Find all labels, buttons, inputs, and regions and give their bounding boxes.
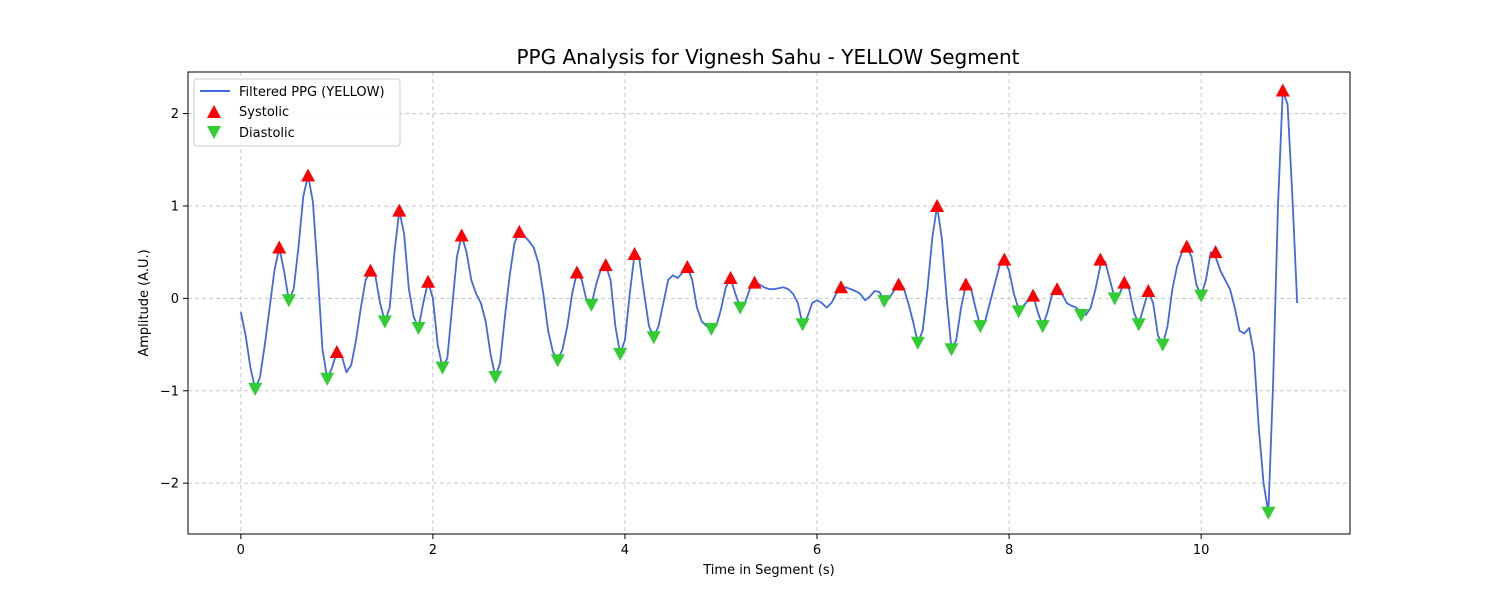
diastolic-marker — [795, 318, 810, 332]
chart-title: PPG Analysis for Vignesh Sahu - YELLOW S… — [516, 45, 1019, 69]
legend-box — [193, 78, 401, 147]
diastolic-marker — [613, 347, 628, 361]
y-axis-label: Amplitude (A.U.) — [137, 249, 152, 356]
diastolic-marker — [1194, 289, 1209, 303]
diastolic-marker — [584, 298, 599, 312]
diastolic-marker — [435, 361, 450, 375]
legend-label-diastolic: Diastolic — [239, 126, 295, 141]
systolic-marker — [747, 275, 762, 289]
diastolic-marker — [1011, 305, 1026, 319]
systolic-marker — [569, 265, 584, 279]
diastolic-marker — [1107, 292, 1122, 306]
systolic-marker — [1208, 245, 1223, 259]
diastolic-marker — [320, 372, 335, 386]
systolic-marker — [598, 258, 613, 272]
systolic-marker — [392, 203, 407, 217]
diastolic-marker — [248, 382, 263, 396]
diastolic-marker — [550, 354, 565, 368]
y-tick-label: 2 — [171, 107, 179, 122]
grid — [188, 72, 1350, 534]
systolic-marker — [1050, 282, 1065, 296]
x-tick-label: 6 — [813, 543, 821, 558]
systolic-marker — [512, 224, 527, 238]
diastolic-marker — [1261, 506, 1276, 520]
x-tick-label: 10 — [1193, 543, 1210, 558]
legend-label-systolic: Systolic — [239, 105, 289, 120]
plot-area — [239, 83, 1299, 520]
diastolic-marker — [944, 343, 959, 357]
systolic-marker — [421, 274, 436, 288]
systolic-marker — [1026, 288, 1041, 302]
diastolic-marker — [281, 294, 296, 308]
diastolic-marker — [973, 320, 988, 334]
diastolic-marker — [1155, 338, 1170, 352]
diastolic-marker — [704, 322, 719, 336]
systolic-marker — [329, 344, 344, 358]
diastolic-marker — [646, 331, 661, 345]
systolic-marker — [958, 277, 973, 291]
systolic-marker — [627, 247, 642, 261]
legend-label-filtered: Filtered PPG (YELLOW) — [239, 85, 385, 100]
systolic-marker — [1179, 239, 1194, 253]
plot-frame — [187, 71, 1351, 535]
diastolic-marker — [411, 321, 426, 335]
diastolic-marker — [1074, 309, 1089, 323]
y-tick-label: −2 — [160, 477, 179, 492]
systolic-marker — [1275, 83, 1290, 97]
legend-systolic-marker-icon — [207, 105, 221, 118]
systolic-marker — [1141, 283, 1156, 297]
legend-diastolic-marker-icon — [207, 126, 221, 139]
diastolic-marker — [910, 336, 925, 350]
diastolic-marker — [733, 301, 748, 315]
systolic-marker — [1093, 252, 1108, 266]
systolic-marker — [272, 240, 287, 254]
systolic-marker — [1117, 275, 1132, 289]
y-tick-label: 0 — [171, 292, 179, 307]
diastolic-marker — [1035, 320, 1050, 334]
ppg-signal-line — [239, 89, 1299, 514]
diastolic-marker — [1131, 318, 1146, 332]
systolic-marker — [301, 168, 316, 182]
systolic-marker — [680, 259, 695, 273]
x-tick-label: 0 — [237, 543, 245, 558]
systolic-marker — [891, 277, 906, 291]
systolic-marker — [930, 198, 945, 212]
x-tick-label: 4 — [621, 543, 629, 558]
systolic-marker — [454, 228, 469, 242]
systolic-marker — [363, 263, 378, 277]
systolic-marker — [997, 252, 1012, 266]
systolic-marker — [834, 280, 849, 294]
axis-ticks: 0 2 4 6 8 10 −2 −1 0 1 2 — [160, 107, 1210, 558]
systolic-marker — [723, 271, 738, 285]
diastolic-marker — [877, 295, 892, 309]
diastolic-marker — [377, 315, 392, 329]
x-tick-label: 8 — [1005, 543, 1013, 558]
x-tick-label: 2 — [429, 543, 437, 558]
x-axis-label: Time in Segment (s) — [702, 563, 834, 578]
y-tick-label: −1 — [160, 384, 179, 399]
y-tick-label: 1 — [171, 199, 179, 214]
legend: Filtered PPG (YELLOW) Systolic Diastolic — [193, 78, 401, 147]
diastolic-marker — [488, 370, 503, 384]
